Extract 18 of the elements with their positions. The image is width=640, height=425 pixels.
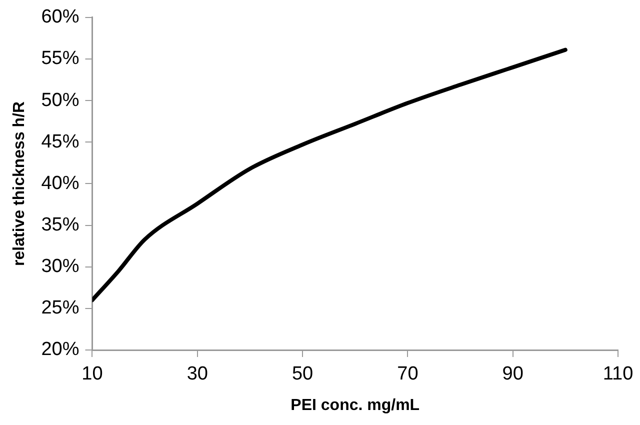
- y-tick-label: 50%: [41, 90, 80, 111]
- line-series: [92, 48, 568, 302]
- y-tick-label: 45%: [41, 131, 80, 152]
- y-tick-label: 40%: [41, 172, 80, 194]
- y-tick-label: 20%: [41, 339, 80, 360]
- y-tick-label: 35%: [41, 214, 80, 236]
- x-tick-label: 50: [292, 364, 314, 385]
- y-tick-label: 55%: [41, 48, 80, 70]
- x-tick-label: 70: [397, 364, 418, 385]
- x-tick-label: 10: [82, 364, 103, 385]
- y-tick-label: 30%: [41, 256, 80, 278]
- y-axis-title: relative thickness h/R: [11, 100, 28, 266]
- y-tick-label: 25%: [41, 298, 80, 319]
- x-axis-title: PEI conc. mg/mL: [290, 396, 420, 414]
- x-tick-label: 110: [602, 364, 634, 385]
- y-tick-label: 60%: [41, 6, 80, 28]
- x-tick-label: 30: [186, 364, 208, 385]
- x-tick-label: 90: [502, 364, 524, 385]
